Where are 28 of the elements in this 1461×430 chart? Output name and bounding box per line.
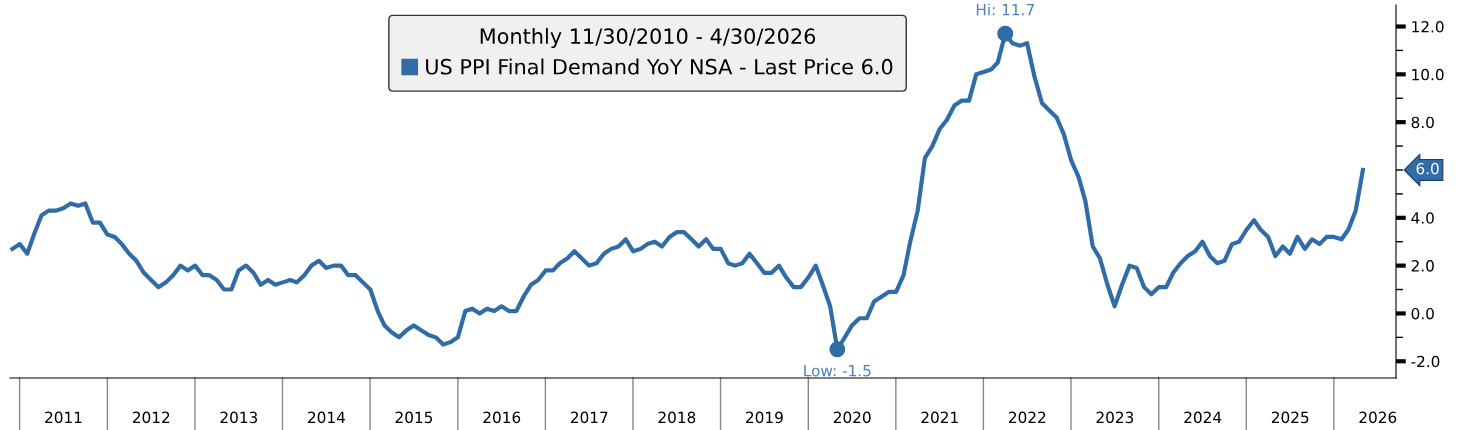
x-tick-label: 2015 [395, 411, 433, 424]
x-tick-label: 2018 [658, 411, 696, 424]
text: 6.0 [1416, 162, 1439, 175]
x-tick-label: 2020 [833, 411, 871, 424]
x-tick-label: 2017 [570, 411, 608, 424]
annotation: Low: -1.5 [804, 365, 871, 377]
x-tick-label: 2011 [45, 411, 82, 424]
x-tick-label: 2016 [483, 411, 521, 424]
y-tick-label: 2.0 [1411, 260, 1434, 272]
x-tick-label: 2026 [1359, 411, 1397, 424]
x-tick-label: 2021 [921, 411, 958, 424]
x-tick-label: 2019 [746, 411, 783, 424]
y-tick-label: -2.0 [1411, 355, 1440, 368]
legend-title: Monthly 11/30/2010 - 4/30/2026 [480, 27, 816, 49]
x-tick-label: 2025 [1271, 411, 1309, 424]
x-tick-label: 2013 [220, 411, 258, 424]
x-tick-label: 2014 [308, 411, 345, 424]
legend-label: US PPI Final Demand YoY NSA - Last Price 6.0 [426, 58, 893, 75]
y-tick-label: 12.0 [1412, 20, 1444, 33]
y-tick-label: 4.0 [1411, 212, 1434, 224]
x-tick-label: 2023 [1096, 411, 1134, 424]
x-tick-label: 2012 [132, 411, 170, 424]
y-tick-label: 0.0 [1411, 307, 1434, 320]
y-tick-label: 10.0 [1412, 68, 1444, 81]
x-tick-label: 2024 [1184, 411, 1222, 424]
annotation: Hi: 11.7 [976, 3, 1034, 16]
y-tick-label: 8.0 [1411, 116, 1434, 129]
x-tick-label: 2022 [1008, 411, 1046, 424]
